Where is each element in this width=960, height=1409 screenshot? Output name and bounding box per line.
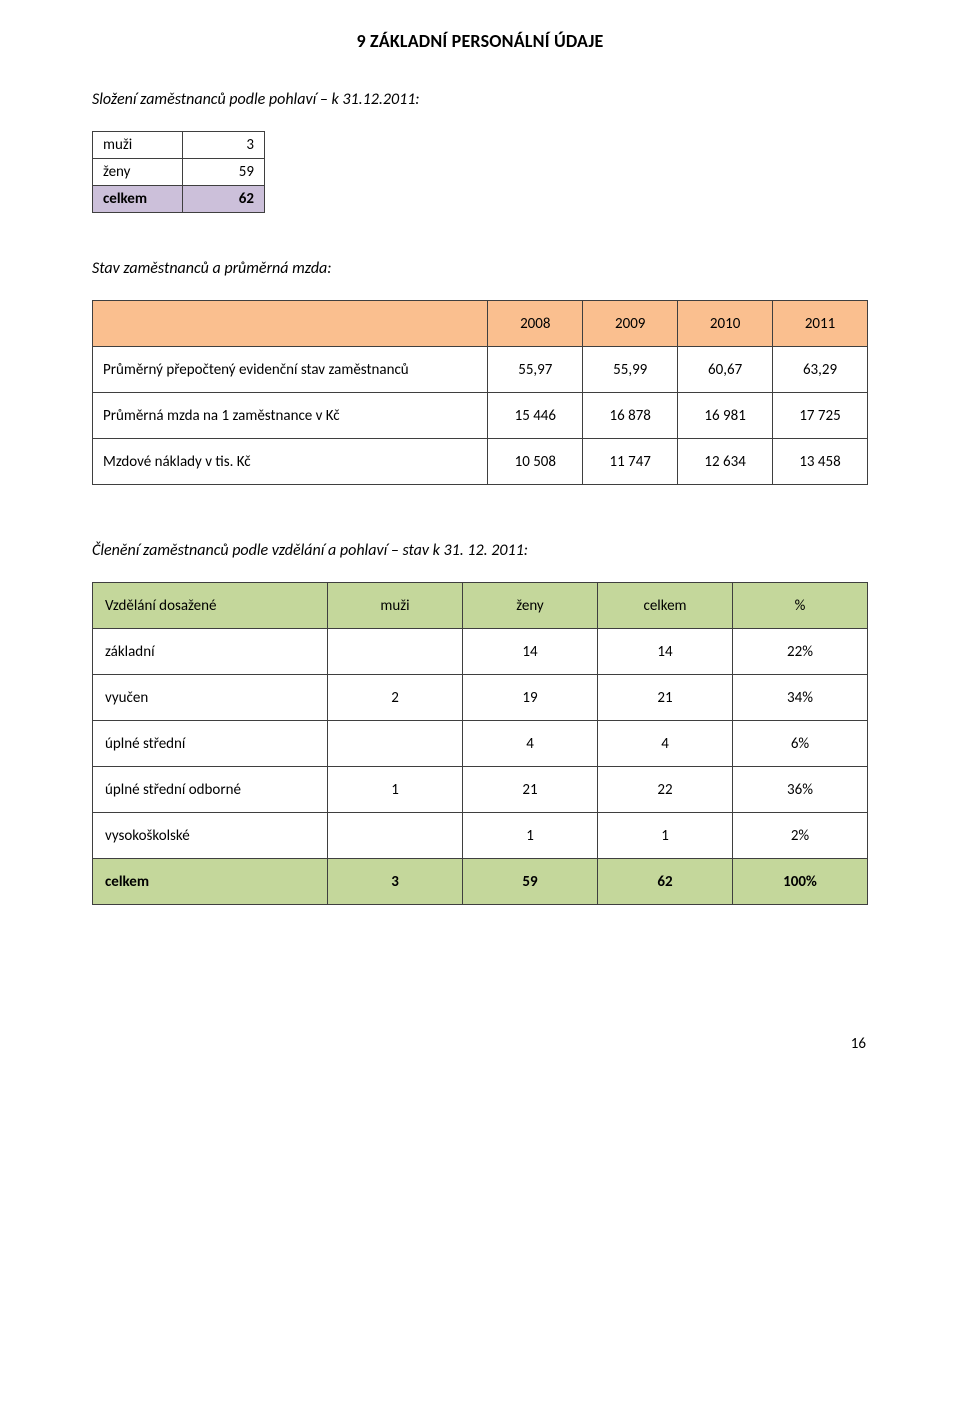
cell: 22% bbox=[733, 629, 868, 675]
cell: 55,99 bbox=[583, 347, 678, 393]
cell: 16 981 bbox=[678, 393, 773, 439]
row-label: muži bbox=[93, 132, 183, 159]
wage-table: 2008 2009 2010 2011 Průměrný přepočtený … bbox=[92, 300, 868, 485]
table-total-row: celkem 62 bbox=[93, 186, 265, 213]
cell: 14 bbox=[463, 629, 598, 675]
table-total-row: celkem 3 59 62 100% bbox=[93, 859, 868, 905]
section2-heading: Stav zaměstnanců a průměrná mzda: bbox=[92, 259, 868, 278]
row-label: Mzdové náklady v tis. Kč bbox=[93, 439, 488, 485]
cell: 4 bbox=[598, 721, 733, 767]
gender-table: muži 3 ženy 59 celkem 62 bbox=[92, 131, 265, 213]
row-label: vyučen bbox=[93, 675, 328, 721]
document-title: 9 ZÁKLADNÍ PERSONÁLNÍ ÚDAJE bbox=[92, 30, 868, 52]
table-row: muži 3 bbox=[93, 132, 265, 159]
row-value: 59 bbox=[183, 159, 265, 186]
col-header: ženy bbox=[463, 583, 598, 629]
cell bbox=[328, 721, 463, 767]
cell: 14 bbox=[598, 629, 733, 675]
cell: 62 bbox=[598, 859, 733, 905]
cell bbox=[328, 813, 463, 859]
cell: 1 bbox=[463, 813, 598, 859]
row-label: celkem bbox=[93, 859, 328, 905]
cell: 16 878 bbox=[583, 393, 678, 439]
col-header-blank bbox=[93, 301, 488, 347]
table-row: úplné střední odborné 1 21 22 36% bbox=[93, 767, 868, 813]
table-header-row: Vzdělání dosažené muži ženy celkem % bbox=[93, 583, 868, 629]
cell: 34% bbox=[733, 675, 868, 721]
row-value: 62 bbox=[183, 186, 265, 213]
row-label: Průměrná mzda na 1 zaměstnance v Kč bbox=[93, 393, 488, 439]
table-row: Průměrný přepočtený evidenční stav zaměs… bbox=[93, 347, 868, 393]
row-label: úplné střední bbox=[93, 721, 328, 767]
cell: 17 725 bbox=[773, 393, 868, 439]
cell: 63,29 bbox=[773, 347, 868, 393]
table-row: vyučen 2 19 21 34% bbox=[93, 675, 868, 721]
row-label: úplné střední odborné bbox=[93, 767, 328, 813]
table-row: Mzdové náklady v tis. Kč 10 508 11 747 1… bbox=[93, 439, 868, 485]
cell: 15 446 bbox=[488, 393, 583, 439]
table-row: úplné střední 4 4 6% bbox=[93, 721, 868, 767]
table-row: ženy 59 bbox=[93, 159, 265, 186]
cell: 3 bbox=[328, 859, 463, 905]
cell: 2% bbox=[733, 813, 868, 859]
cell: 12 634 bbox=[678, 439, 773, 485]
cell: 10 508 bbox=[488, 439, 583, 485]
row-label: základní bbox=[93, 629, 328, 675]
education-table: Vzdělání dosažené muži ženy celkem % zák… bbox=[92, 582, 868, 905]
cell: 60,67 bbox=[678, 347, 773, 393]
table-row: vysokoškolské 1 1 2% bbox=[93, 813, 868, 859]
cell: 22 bbox=[598, 767, 733, 813]
cell: 100% bbox=[733, 859, 868, 905]
row-label: vysokoškolské bbox=[93, 813, 328, 859]
cell: 1 bbox=[598, 813, 733, 859]
page-number: 16 bbox=[92, 1035, 868, 1053]
col-header: Vzdělání dosažené bbox=[93, 583, 328, 629]
row-label: ženy bbox=[93, 159, 183, 186]
table-row: základní 14 14 22% bbox=[93, 629, 868, 675]
col-header: celkem bbox=[598, 583, 733, 629]
section1-heading: Složení zaměstnanců podle pohlaví – k 31… bbox=[92, 90, 868, 109]
cell: 1 bbox=[328, 767, 463, 813]
page: 9 ZÁKLADNÍ PERSONÁLNÍ ÚDAJE Složení zamě… bbox=[0, 0, 960, 1093]
row-label: celkem bbox=[93, 186, 183, 213]
section3-heading: Členění zaměstnanců podle vzdělání a poh… bbox=[92, 541, 868, 560]
cell: 11 747 bbox=[583, 439, 678, 485]
cell: 55,97 bbox=[488, 347, 583, 393]
cell: 2 bbox=[328, 675, 463, 721]
table-header-row: 2008 2009 2010 2011 bbox=[93, 301, 868, 347]
row-value: 3 bbox=[183, 132, 265, 159]
col-header: % bbox=[733, 583, 868, 629]
cell: 59 bbox=[463, 859, 598, 905]
col-header-year: 2009 bbox=[583, 301, 678, 347]
col-header-year: 2008 bbox=[488, 301, 583, 347]
col-header-year: 2010 bbox=[678, 301, 773, 347]
cell: 4 bbox=[463, 721, 598, 767]
cell: 19 bbox=[463, 675, 598, 721]
table-row: Průměrná mzda na 1 zaměstnance v Kč 15 4… bbox=[93, 393, 868, 439]
cell: 36% bbox=[733, 767, 868, 813]
cell: 21 bbox=[463, 767, 598, 813]
cell bbox=[328, 629, 463, 675]
row-label: Průměrný přepočtený evidenční stav zaměs… bbox=[93, 347, 488, 393]
cell: 6% bbox=[733, 721, 868, 767]
cell: 21 bbox=[598, 675, 733, 721]
col-header-year: 2011 bbox=[773, 301, 868, 347]
cell: 13 458 bbox=[773, 439, 868, 485]
col-header: muži bbox=[328, 583, 463, 629]
